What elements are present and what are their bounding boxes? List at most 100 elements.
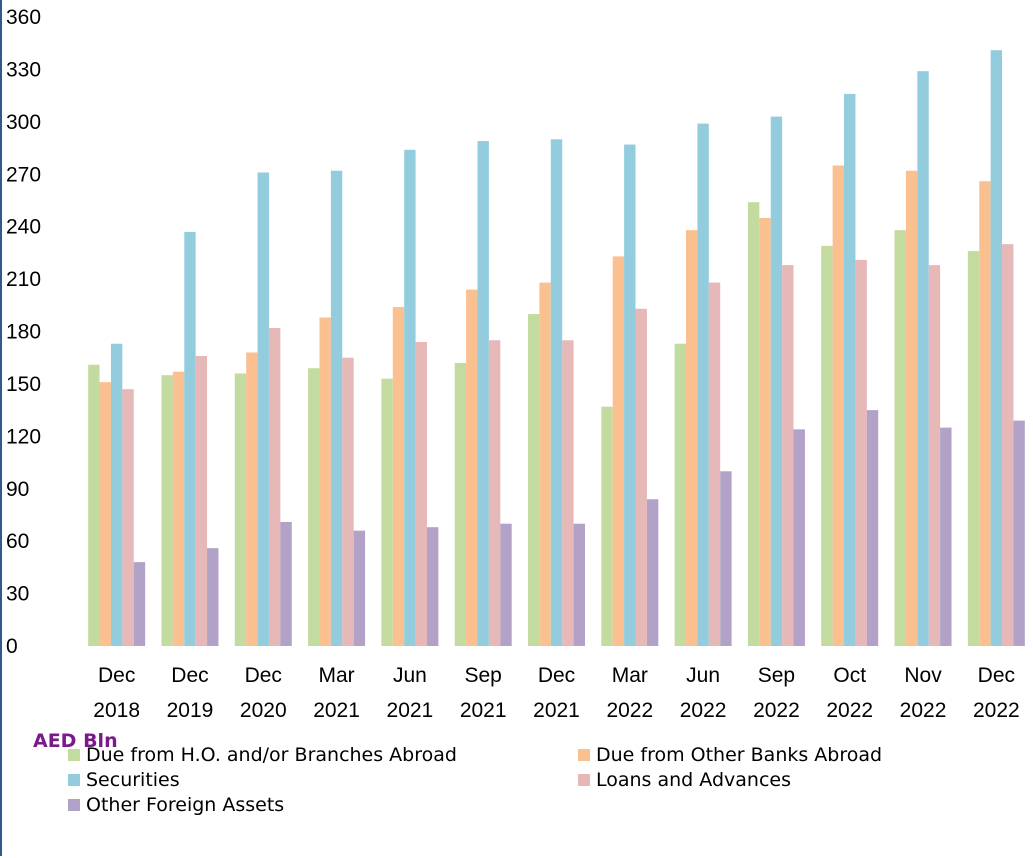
x-tick-label: Jun: [393, 664, 427, 687]
legend-label: Due from H.O. and/or Branches Abroad: [86, 744, 457, 766]
x-tick-label: Dec: [171, 664, 208, 687]
bar: [979, 181, 991, 646]
bar: [539, 282, 551, 646]
bar: [990, 50, 1003, 647]
bar: [1002, 244, 1014, 646]
bar: [770, 116, 783, 646]
y-tick-label: 210: [6, 268, 41, 291]
bar: [280, 521, 292, 646]
x-tick-label: Dec: [538, 664, 575, 687]
bar: [940, 427, 952, 646]
legend-item: Securities: [68, 769, 180, 791]
bar: [415, 341, 427, 646]
bar: [855, 259, 867, 646]
bar: [612, 256, 625, 646]
bar: [782, 265, 794, 646]
x-tick-label: Jun: [686, 664, 720, 687]
bar: [917, 71, 929, 647]
bar: [686, 230, 698, 646]
bar: [747, 202, 760, 646]
y-tick-label: 90: [6, 478, 29, 501]
bar: [601, 406, 613, 646]
x-tick-label: 2019: [167, 699, 214, 722]
bar: [967, 251, 980, 646]
bar: [330, 170, 343, 646]
bar: [928, 265, 941, 646]
legend-swatch: [578, 774, 590, 786]
x-tick-label: 2021: [387, 699, 434, 722]
x-tick-label: Dec: [98, 664, 135, 687]
bar: [392, 307, 405, 646]
bar: [646, 499, 659, 646]
bar-chart: 0 30 60 90 120 150 180 210 240 270 300 330 360 Dec 201…: [6, 6, 1025, 722]
x-tick-label: Sep: [465, 664, 502, 687]
x-tick-label: Oct: [833, 664, 866, 687]
y-tick-label: 300: [6, 111, 41, 134]
bar: [697, 123, 709, 646]
bar: [353, 530, 366, 646]
bar: [257, 172, 269, 646]
y-tick-label: 30: [6, 583, 29, 606]
bar: [133, 562, 146, 646]
bar: [759, 217, 771, 647]
bar: [172, 371, 185, 646]
x-tick-label: 2022: [973, 699, 1020, 722]
y-tick-label: 60: [6, 530, 29, 553]
bar: [844, 93, 856, 646]
y-tick-label: 0: [6, 635, 18, 658]
x-tick-label: 2018: [93, 699, 140, 722]
legend-label: Due from Other Banks Abroad: [596, 744, 883, 766]
bar: [319, 317, 331, 646]
bar: [624, 144, 636, 646]
x-tick-label: Mar: [318, 664, 354, 687]
legend-swatch: [68, 749, 80, 761]
bar: [866, 410, 879, 646]
bar: [184, 231, 196, 647]
bar: [404, 149, 416, 647]
x-tick-label: Nov: [904, 664, 942, 687]
x-tick-label: 2021: [313, 699, 360, 722]
y-tick-label: 330: [6, 58, 41, 81]
bar: [720, 471, 732, 646]
x-tick-label: 2021: [533, 699, 580, 722]
bar: [477, 141, 489, 646]
y-unit-label: AED Bln: [33, 730, 118, 752]
y-tick-label: 270: [6, 163, 41, 186]
bar: [88, 364, 100, 646]
bar: [207, 548, 219, 646]
bar: [528, 314, 540, 646]
bar: [381, 378, 393, 646]
legend-swatch: [68, 774, 80, 786]
bar: [195, 355, 208, 646]
x-tick-label: Mar: [612, 664, 648, 687]
bar: [99, 382, 111, 646]
bar: [793, 429, 805, 646]
bar: [161, 375, 173, 646]
y-tick-label: 120: [6, 425, 41, 448]
bar: [894, 230, 906, 646]
x-tick-label: 2021: [460, 699, 507, 722]
bar: [562, 340, 574, 646]
y-tick-label: 150: [6, 373, 41, 396]
bar: [708, 282, 721, 646]
legend-item: Due from H.O. and/or Branches Abroad: [68, 744, 457, 766]
bar: [122, 389, 134, 646]
bar: [308, 368, 320, 646]
bar: [110, 343, 123, 646]
y-tick-label: 180: [6, 321, 41, 344]
x-tick-label: 2022: [753, 699, 800, 722]
y-tick-label: 240: [6, 216, 41, 239]
bar: [1013, 420, 1025, 646]
bar: [466, 289, 478, 646]
bar: [905, 170, 918, 646]
bar: [832, 165, 845, 646]
bar: [674, 343, 687, 646]
x-tick-label: 2022: [680, 699, 727, 722]
bar: [234, 373, 247, 646]
legend-swatch: [578, 749, 590, 761]
bar: [488, 340, 501, 646]
bar: [454, 362, 467, 646]
legend-label: Securities: [86, 769, 180, 791]
bar: [573, 523, 585, 646]
